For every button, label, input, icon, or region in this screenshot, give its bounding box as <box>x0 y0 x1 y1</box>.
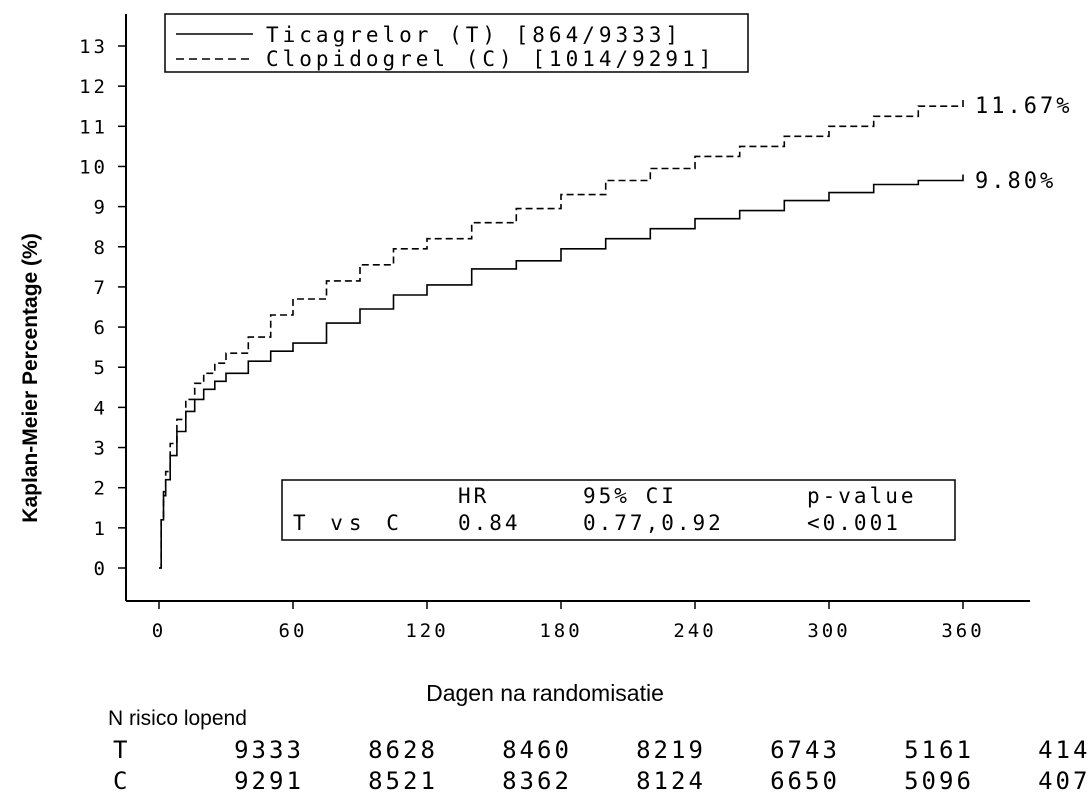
risk-table-title: N risico lopend <box>108 707 247 730</box>
end-label-clopidogrel: 11.67% <box>975 94 1072 119</box>
risk-cell: 5096 <box>904 767 974 795</box>
y-tick-label: 5 <box>94 357 108 379</box>
series-lines <box>159 99 964 569</box>
stats-row-pvalue: <0.001 <box>807 511 901 535</box>
y-tick-label: 6 <box>94 317 108 339</box>
end-label-ticagrelor: 9.80% <box>975 169 1056 194</box>
risk-cell: 8628 <box>368 736 438 764</box>
stats-row-comparison: T vs C <box>293 511 405 535</box>
risk-cell: 9333 <box>234 736 304 764</box>
legend-label-clopidogrel: Clopidogrel (C) [1014/9291] <box>266 47 715 71</box>
y-tick-label: 3 <box>94 438 108 460</box>
risk-cell: 8521 <box>368 767 438 795</box>
series-line-clopidogrel <box>159 99 964 569</box>
y-tick-label: 8 <box>94 237 108 259</box>
stats-row-hr: 0.84 <box>458 511 521 535</box>
x-tick-label: 60 <box>279 620 308 642</box>
x-tick-label: 300 <box>807 620 850 642</box>
y-tick-label: 11 <box>79 116 108 138</box>
legend-label-ticagrelor: Ticagrelor (T) [864/9333] <box>266 23 682 47</box>
legend: Ticagrelor (T) [864/9333] Clopidogrel (C… <box>164 13 749 73</box>
risk-cell: 5161 <box>904 736 974 764</box>
risk-row-label: C <box>113 767 127 795</box>
stats-header-pvalue: p-value <box>807 484 917 508</box>
stats-row-ci: 0.77,0.92 <box>583 511 724 535</box>
y-tick-label: 0 <box>94 558 108 580</box>
x-tick-label: 0 <box>152 620 166 642</box>
legend-box <box>164 13 749 73</box>
x-axis-label: Dagen na randomisatie <box>426 680 664 706</box>
risk-table-rows: T 9333 8628 8460 8219 6743 5161 4147 C 9291 8521 83… <box>113 736 1089 795</box>
risk-cell: 4074 <box>1038 767 1089 795</box>
risk-cell: 8460 <box>502 736 572 764</box>
stats-box: HR 95% CI p-value T vs C 0.84 0.77,0.92 … <box>281 479 956 541</box>
y-tick-label: 1 <box>94 518 108 540</box>
y-axis-label: Kaplan-Meier Percentage (%) <box>19 233 42 522</box>
stats-header-ci: 95% CI <box>583 484 677 508</box>
y-tick-label: 12 <box>79 76 108 98</box>
risk-row-label: T <box>113 736 127 764</box>
risk-cell: 8362 <box>502 767 572 795</box>
risk-cell: 6650 <box>770 767 840 795</box>
y-tick-label: 4 <box>94 397 108 419</box>
risk-cell: 8124 <box>636 767 706 795</box>
x-axis-ticks: 0 60 120 180 240 300 360 <box>152 601 984 642</box>
y-tick-label: 9 <box>94 197 108 219</box>
risk-table: N risico lopend T 9333 8628 8460 8219 6743 516… <box>108 707 1089 795</box>
y-tick-label: 13 <box>79 36 108 58</box>
stats-header-hr: HR <box>458 484 489 508</box>
y-tick-label: 10 <box>79 156 108 178</box>
stats-box-frame <box>281 479 956 541</box>
y-tick-label: 7 <box>94 277 108 299</box>
y-tick-label: 2 <box>94 478 108 500</box>
risk-cell: 6743 <box>770 736 840 764</box>
x-tick-label: 240 <box>673 620 716 642</box>
risk-cell: 9291 <box>234 767 304 795</box>
risk-cell: 4147 <box>1038 736 1089 764</box>
risk-cell: 8219 <box>636 736 706 764</box>
x-tick-label: 120 <box>405 620 448 642</box>
x-tick-label: 180 <box>539 620 582 642</box>
x-tick-label: 360 <box>941 620 984 642</box>
